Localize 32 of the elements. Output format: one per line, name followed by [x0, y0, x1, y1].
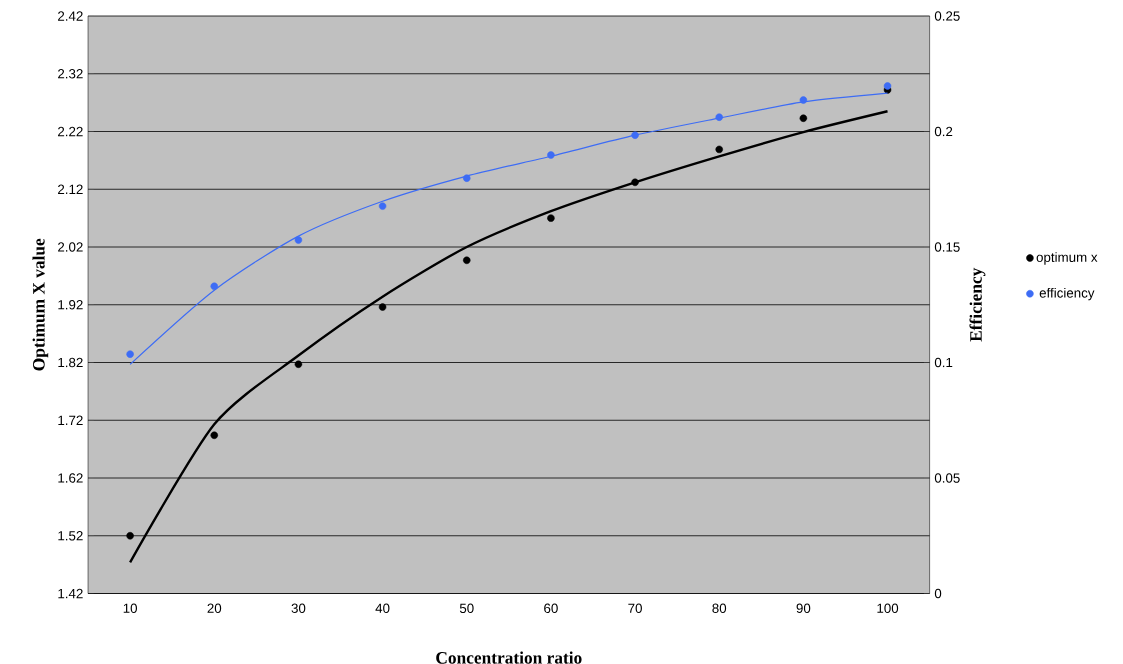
y-tick-label: 1.52: [58, 530, 83, 541]
y2-tick-label: 0: [934, 588, 942, 599]
x-tick-label: 40: [375, 603, 390, 613]
x-tick-label: 90: [796, 603, 811, 613]
y-tick-label: 2.22: [58, 126, 83, 137]
y2-axis-title: Efficiency: [969, 267, 986, 342]
y2-tick-label: 0.1: [934, 357, 953, 368]
x-tick-label: 100: [877, 603, 899, 613]
x-tick-label: 50: [459, 603, 474, 613]
y-tick-label: 2.42: [58, 11, 83, 21]
y-tick-label: 1.92: [58, 299, 83, 310]
y-tick-label: 1.42: [58, 588, 83, 599]
y-tick-label: 1.72: [58, 415, 83, 425]
y-tick-label: 1.82: [58, 357, 83, 368]
y-tick-label: 2.12: [58, 184, 83, 194]
y-tick-label: 2.02: [58, 242, 83, 252]
y2-tick-label: 0.15: [934, 242, 960, 252]
legend-label: efficiency: [1039, 287, 1095, 301]
x-tick-label: 80: [712, 603, 727, 613]
y-axis-title: Optimum X value: [32, 238, 49, 371]
y2-tick-label: 0.2: [934, 126, 953, 137]
x-tick-label: 30: [291, 603, 306, 613]
x-tick-label: 10: [123, 603, 138, 613]
x-tick-label: 20: [207, 603, 222, 613]
y2-tick-label: 0.05: [934, 473, 960, 483]
y-tick-label: 2.32: [58, 68, 83, 79]
x-tick-label: 60: [544, 603, 558, 613]
legend-label: optimum x: [1036, 252, 1098, 265]
y-tick-label: 1.62: [58, 473, 83, 483]
y2-tick-label: 0.25: [934, 11, 960, 21]
x-tick-label: 70: [628, 603, 642, 613]
x-axis-title: Concentration ratio: [436, 651, 582, 664]
